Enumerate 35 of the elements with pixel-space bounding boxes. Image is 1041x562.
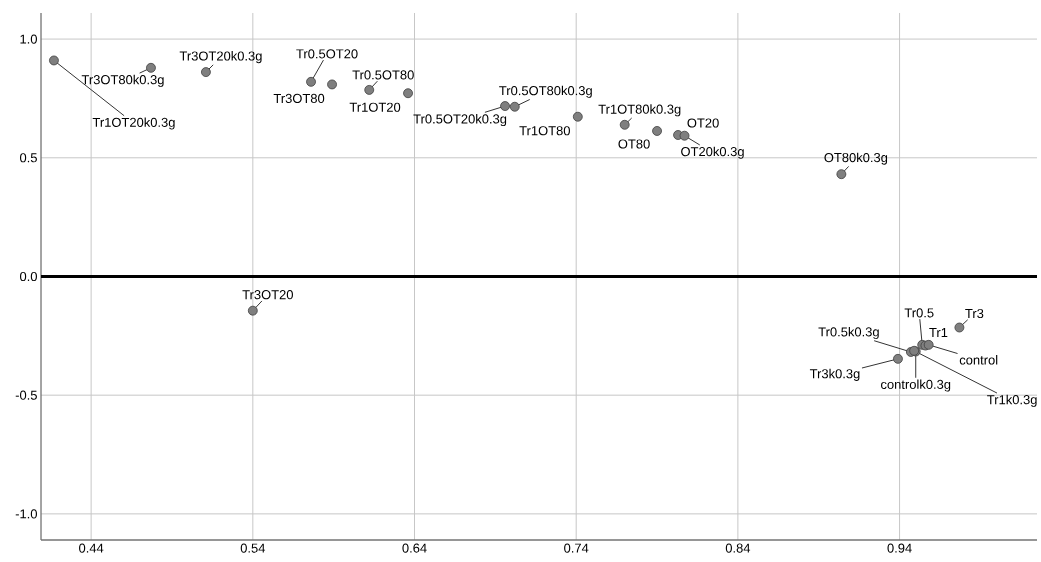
annotation: Tr3OT80k0.3g [81, 74, 164, 87]
annotation: control [959, 355, 998, 365]
annotation: controlk0.3g [881, 379, 951, 392]
annotation: Tr0.5k0.3g [818, 326, 879, 340]
annotation: Tr3OT20k0.3g [179, 51, 262, 64]
annotation: Tr3OT80 [273, 93, 325, 104]
annotation: Tr3 [965, 308, 984, 319]
annotation: Tr0.5OT80 [352, 70, 414, 80]
x-tick-label: 0.74 [564, 543, 589, 553]
x-tick-label: 0.54 [240, 543, 266, 553]
y-tick-label: 0.0 [19, 271, 37, 282]
annotation: Tr0.5 [904, 308, 934, 318]
annotation: Tr1OT80 [519, 126, 570, 136]
annotation: OT20 [687, 118, 719, 128]
annotation: OT80k0.3g [824, 152, 888, 165]
annotation: Tr1OT80k0.3g [598, 104, 681, 117]
annotation: Tr3OT20 [242, 290, 293, 300]
annotation: Tr1OT20 [349, 102, 401, 112]
annotation: OT20k0.3g [681, 146, 744, 159]
annotation: OT80 [618, 139, 650, 149]
annotation: Tr3k0.3g [809, 368, 860, 381]
annotation: Tr0.5OT80k0.3g [499, 85, 592, 98]
annotation: Tr1k0.3g [987, 394, 1037, 407]
x-tick-label: 0.84 [725, 543, 751, 553]
y-tick-label: 1.0 [20, 34, 37, 44]
annotation: Tr1OT20k0.3g [92, 117, 175, 130]
y-tick-label: 0.5 [19, 153, 37, 163]
x-tick-label: 0.64 [402, 543, 427, 553]
annotation: Tr0.5OT20k0.3g [413, 114, 507, 127]
y-tick-label: -1.0 [15, 509, 37, 519]
annotation: Tr0.5OT20 [296, 49, 358, 59]
x-tick-label: 0.94 [887, 543, 912, 553]
y-tick-label: -0.5 [15, 390, 37, 400]
annotation: Tr1 [929, 328, 948, 338]
x-tick-label: 0.44 [79, 543, 104, 553]
